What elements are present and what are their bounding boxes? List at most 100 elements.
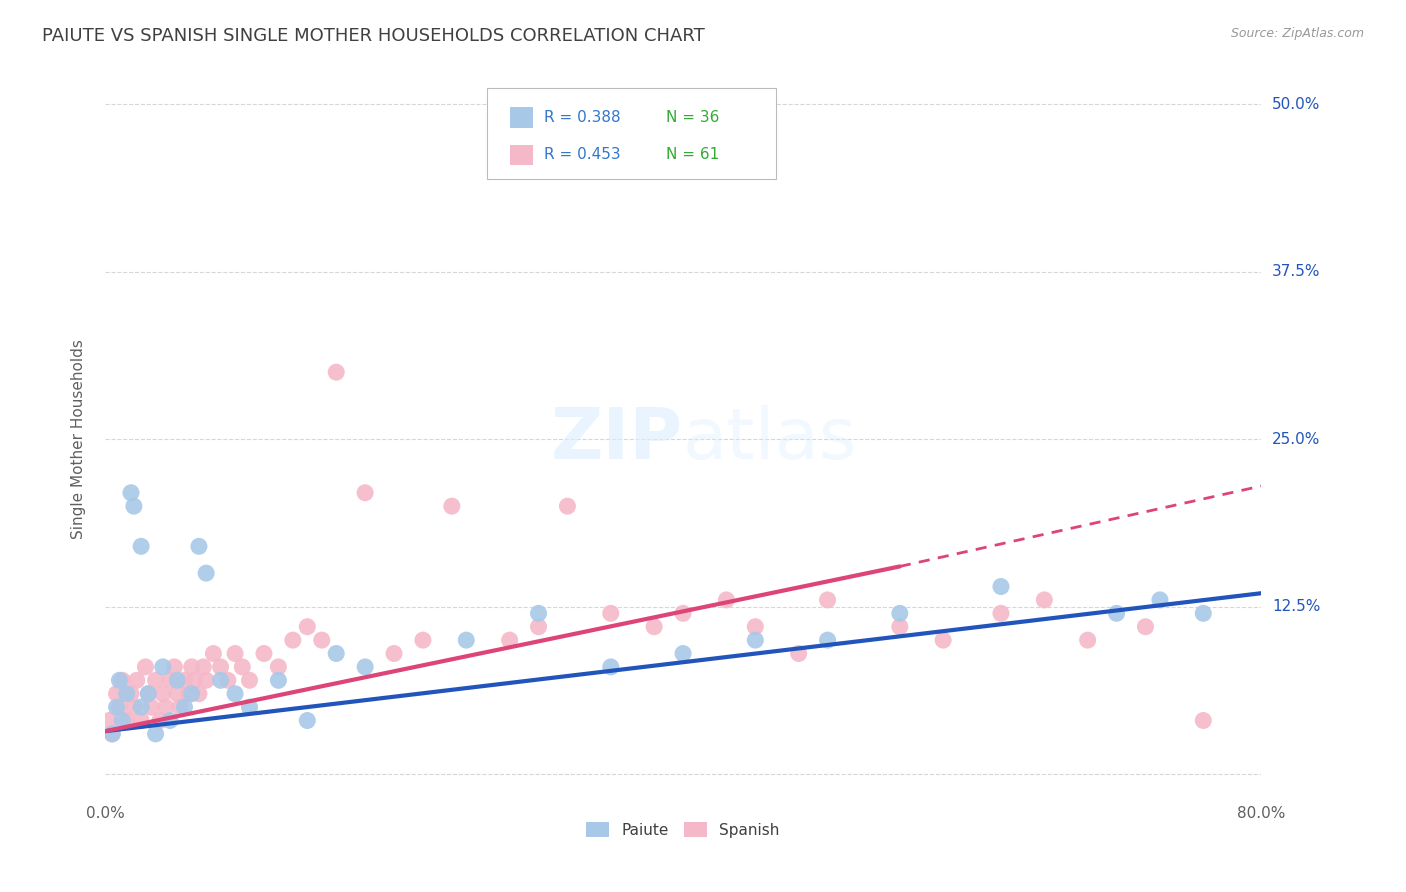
Point: [177, 687, 200, 701]
Point: [105, 687, 128, 701]
Text: R = 0.388: R = 0.388: [544, 110, 621, 125]
Text: PAIUTE VS SPANISH SINGLE MOTHER HOUSEHOLDS CORRELATION CHART: PAIUTE VS SPANISH SINGLE MOTHER HOUSEHOL…: [42, 27, 704, 45]
Point: [98, 714, 121, 728]
Point: [311, 633, 333, 648]
Point: [382, 647, 405, 661]
Point: [155, 700, 177, 714]
Point: [787, 647, 810, 661]
Point: [281, 633, 304, 648]
Text: 25.0%: 25.0%: [1272, 432, 1320, 447]
Text: 50.0%: 50.0%: [1272, 96, 1320, 112]
Point: [527, 607, 550, 621]
Point: [297, 714, 319, 728]
Point: [141, 700, 163, 714]
Point: [889, 620, 911, 634]
Point: [120, 687, 142, 701]
Point: [224, 687, 246, 701]
Point: [527, 620, 550, 634]
Point: [267, 660, 290, 674]
Point: [122, 700, 145, 714]
Point: [1033, 593, 1056, 607]
Point: [932, 633, 955, 648]
Point: [224, 647, 246, 661]
Point: [129, 539, 152, 553]
Point: [115, 714, 138, 728]
Point: [716, 593, 738, 607]
Point: [145, 673, 167, 688]
Point: [129, 700, 152, 714]
Point: [1149, 593, 1171, 607]
Point: [101, 727, 124, 741]
Point: [1192, 714, 1215, 728]
Point: [599, 607, 621, 621]
Point: [125, 673, 148, 688]
Point: [354, 660, 377, 674]
Point: [889, 607, 911, 621]
Point: [1135, 620, 1157, 634]
Point: [672, 647, 695, 661]
Point: [101, 727, 124, 741]
Text: ZIP: ZIP: [551, 405, 683, 474]
Point: [120, 485, 142, 500]
Point: [163, 660, 186, 674]
Point: [138, 687, 160, 701]
Point: [744, 633, 766, 648]
Point: [1077, 633, 1099, 648]
FancyBboxPatch shape: [486, 88, 776, 178]
FancyBboxPatch shape: [509, 145, 533, 165]
Point: [231, 660, 253, 674]
Text: N = 36: N = 36: [665, 110, 718, 125]
Point: [498, 633, 520, 648]
Point: [180, 687, 202, 701]
Point: [412, 633, 434, 648]
Point: [115, 687, 138, 701]
Point: [238, 673, 260, 688]
Point: [238, 700, 260, 714]
FancyBboxPatch shape: [509, 107, 533, 128]
Legend: Paiute, Spanish: Paiute, Spanish: [581, 815, 786, 844]
Point: [209, 673, 232, 688]
Point: [183, 673, 205, 688]
Point: [159, 673, 181, 688]
Point: [105, 700, 128, 714]
Point: [1192, 607, 1215, 621]
Text: N = 61: N = 61: [665, 147, 718, 162]
Y-axis label: Single Mother Households: Single Mother Households: [72, 339, 86, 539]
Point: [111, 714, 134, 728]
Point: [354, 485, 377, 500]
Point: [1105, 607, 1128, 621]
Point: [672, 607, 695, 621]
Point: [217, 673, 239, 688]
Point: [744, 620, 766, 634]
Point: [440, 499, 463, 513]
Point: [122, 499, 145, 513]
Point: [108, 673, 131, 688]
Point: [990, 607, 1012, 621]
Point: [195, 673, 218, 688]
Point: [557, 499, 579, 513]
Text: Source: ZipAtlas.com: Source: ZipAtlas.com: [1230, 27, 1364, 40]
Point: [173, 673, 195, 688]
Text: atlas: atlas: [683, 405, 858, 474]
Point: [180, 660, 202, 674]
Point: [138, 687, 160, 701]
Point: [152, 687, 174, 701]
Point: [599, 660, 621, 674]
Point: [817, 593, 839, 607]
Point: [209, 660, 232, 674]
Point: [169, 700, 191, 714]
Point: [152, 660, 174, 674]
Point: [325, 365, 347, 379]
Point: [166, 687, 188, 701]
Point: [990, 580, 1012, 594]
Point: [195, 566, 218, 581]
Point: [643, 620, 665, 634]
Point: [159, 714, 181, 728]
Text: 12.5%: 12.5%: [1272, 599, 1320, 614]
Point: [129, 714, 152, 728]
Point: [108, 700, 131, 714]
Point: [134, 660, 156, 674]
Point: [187, 539, 209, 553]
Point: [253, 647, 276, 661]
Point: [817, 633, 839, 648]
